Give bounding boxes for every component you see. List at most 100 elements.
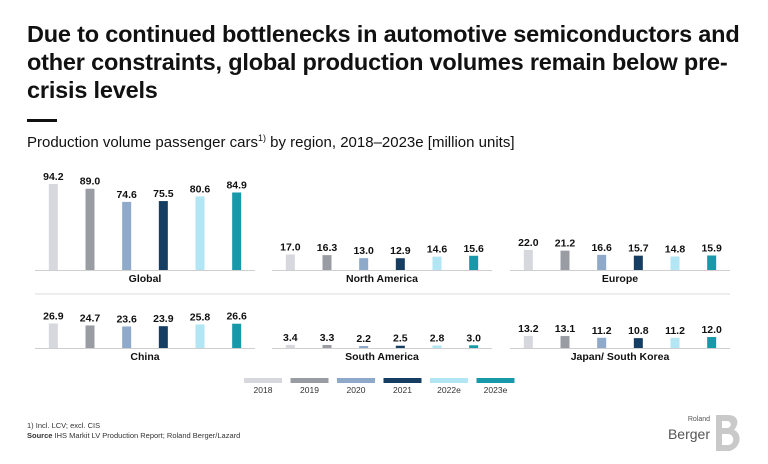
value-label-global-2022e: 80.6	[190, 183, 211, 195]
value-label-china-2020: 23.6	[116, 313, 137, 325]
bar-north-america-2020	[359, 258, 369, 270]
value-label-japan-south-korea-2019: 13.1	[555, 323, 576, 335]
value-label-north-america-2019: 16.3	[317, 242, 338, 254]
value-label-north-america-2022e: 14.6	[427, 244, 448, 256]
bar-north-america-2019	[322, 255, 332, 270]
value-label-south-america-2022e: 2.8	[430, 332, 445, 344]
region-label-global: Global	[129, 273, 162, 285]
subtitle-main: Production volume passenger cars	[27, 134, 258, 151]
footnote-source: Source IHS Markit LV Production Report; …	[27, 431, 240, 441]
value-label-japan-south-korea-2021: 10.8	[628, 325, 649, 337]
bar-north-america-2023e	[469, 255, 479, 270]
legend-label-2019: 2019	[300, 385, 319, 395]
legend-label-2021: 2021	[393, 385, 412, 395]
bar-north-america-2021	[395, 258, 405, 270]
bar-europe-2022e	[670, 256, 680, 270]
region-label-china: China	[130, 351, 159, 363]
value-label-south-america-2018: 3.4	[283, 332, 298, 344]
region-label-japan-south-korea: Japan/ South Korea	[571, 351, 670, 363]
roland-berger-logo: Roland Berger	[668, 413, 748, 453]
legend-swatch-2023e	[476, 378, 515, 383]
value-label-global-2023e: 84.9	[226, 179, 247, 191]
footnote-note: 1) Incl. LCV; excl. CIS	[27, 421, 101, 430]
value-label-north-america-2018: 17.0	[280, 241, 301, 253]
value-label-global-2020: 74.6	[116, 189, 137, 201]
bar-north-america-2018	[285, 254, 295, 270]
region-label-europe: Europe	[602, 273, 638, 285]
chart-subtitle: Production volume passenger cars1) by re…	[27, 128, 747, 153]
bar-south-america-2023e	[469, 345, 479, 348]
subtitle-rest: by region, 2018–2023e [million units]	[265, 134, 515, 151]
bar-south-america-2022e	[432, 345, 442, 348]
value-label-europe-2020: 16.6	[591, 242, 612, 254]
value-label-north-america-2021: 12.9	[390, 245, 411, 257]
bar-japan-south-korea-2021	[633, 338, 643, 348]
value-label-north-america-2023e: 15.6	[463, 243, 484, 255]
source-label: Source	[27, 431, 53, 440]
value-label-china-2019: 24.7	[80, 312, 101, 324]
bar-europe-2023e	[707, 255, 717, 270]
title-rule	[27, 119, 57, 122]
bar-europe-2018	[523, 249, 533, 270]
footnote: 1) Incl. LCV; excl. CIS Source IHS Marki…	[27, 421, 240, 441]
value-label-europe-2021: 15.7	[628, 243, 649, 255]
legend-swatch-2019	[290, 378, 329, 383]
legend-swatch-2022e	[430, 378, 468, 383]
value-label-china-2022e: 25.8	[190, 311, 211, 323]
value-label-global-2021: 75.5	[153, 188, 174, 200]
value-label-north-america-2020: 13.0	[353, 245, 374, 257]
value-label-south-america-2021: 2.5	[393, 333, 408, 345]
bar-japan-south-korea-2022e	[670, 337, 680, 348]
logo-mark	[716, 415, 740, 451]
bar-global-2022e	[195, 196, 205, 270]
value-label-china-2021: 23.9	[153, 313, 174, 325]
logo-line1: Roland	[687, 416, 710, 423]
legend-label-2020: 2020	[347, 385, 366, 395]
value-label-europe-2022e: 14.8	[665, 243, 686, 255]
value-label-china-2023e: 26.6	[226, 311, 247, 323]
value-label-south-america-2023e: 3.0	[466, 332, 481, 344]
bar-europe-2019	[560, 250, 570, 270]
value-label-china-2018: 26.9	[43, 310, 64, 322]
legend-label-2018: 2018	[254, 385, 273, 395]
legend-label-2023e: 2023e	[484, 385, 508, 395]
value-label-europe-2019: 21.2	[555, 238, 576, 250]
value-label-japan-south-korea-2018: 13.2	[518, 323, 539, 335]
legend-label-2022e: 2022e	[437, 385, 461, 395]
bar-global-2020	[122, 201, 132, 270]
bar-global-2021	[158, 201, 168, 270]
bar-japan-south-korea-2019	[560, 336, 570, 348]
legend-swatch-2020	[337, 378, 375, 383]
bar-japan-south-korea-2023e	[707, 337, 717, 348]
bar-europe-2020	[597, 254, 607, 270]
source-text: IHS Markit LV Production Report; Roland …	[52, 431, 241, 440]
bar-china-2023e	[232, 323, 242, 348]
bar-china-2020	[122, 326, 132, 348]
bar-china-2022e	[195, 324, 205, 348]
legend-swatch-2021	[383, 378, 422, 383]
chart-area: 94.2 89.0 74.6 75.5 80.6 84.9 Global 17.0 16.3 13…	[35, 171, 730, 395]
region-label-south-america: South America	[345, 351, 419, 363]
bar-japan-south-korea-2018	[523, 335, 533, 348]
bar-south-america-2020	[359, 345, 369, 348]
subtitle-footnote-marker: 1)	[257, 133, 266, 143]
bar-global-2018	[48, 184, 58, 270]
region-label-north-america: North America	[346, 273, 418, 285]
logo-line2: Berger	[667, 426, 710, 442]
value-label-global-2019: 89.0	[80, 176, 101, 188]
bar-japan-south-korea-2020	[597, 337, 607, 348]
bar-north-america-2022e	[432, 256, 442, 270]
bar-global-2019	[85, 188, 95, 270]
bar-global-2023e	[232, 192, 242, 270]
bar-china-2019	[85, 325, 95, 348]
legend-swatch-2018	[244, 378, 282, 383]
bar-china-2018	[48, 323, 58, 348]
value-label-europe-2023e: 15.9	[701, 242, 722, 254]
value-label-japan-south-korea-2020: 11.2	[592, 325, 612, 337]
value-label-global-2018: 94.2	[43, 171, 64, 183]
bar-south-america-2018	[285, 344, 295, 348]
value-label-europe-2018: 22.0	[518, 237, 539, 249]
bar-south-america-2019	[322, 344, 332, 348]
bar-china-2021	[158, 326, 168, 348]
value-label-japan-south-korea-2022e: 11.2	[665, 325, 685, 337]
